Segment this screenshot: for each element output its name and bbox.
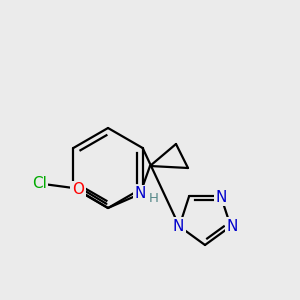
Text: H: H [149, 191, 159, 205]
Text: O: O [72, 182, 84, 197]
Text: N: N [172, 219, 184, 234]
Text: N: N [227, 219, 238, 234]
Text: N: N [215, 190, 226, 205]
Text: Cl: Cl [32, 176, 47, 191]
Text: N: N [134, 187, 146, 202]
